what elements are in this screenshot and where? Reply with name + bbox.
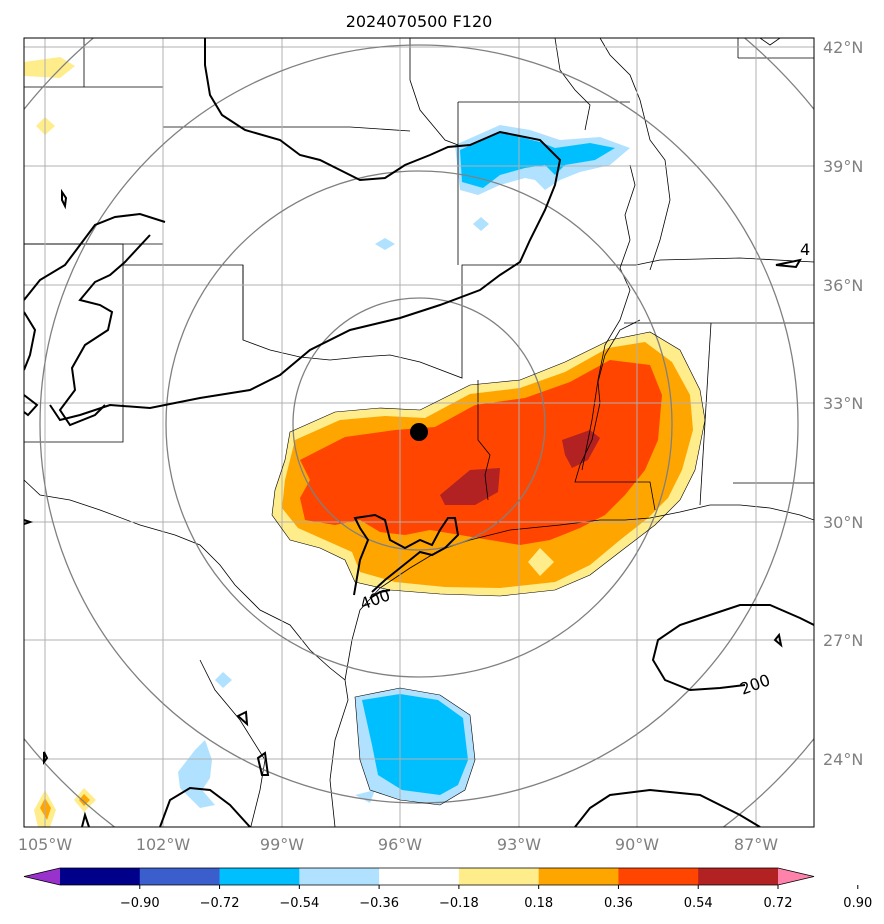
colorbar-segment [458,868,540,885]
colorbar-tick-label: −0.36 [359,896,399,911]
colorbar-tick-label: 0.36 [604,896,633,911]
lat-label: 39°N [823,157,863,176]
lon-label: 90°W [615,835,659,854]
height-contours [24,38,814,827]
colorbar-tick-label: 0.90 [843,896,872,911]
colorbar-extend-max [778,868,814,885]
colorbar-segment [60,868,141,885]
lon-label: 99°W [260,835,304,854]
colorbar-segment [219,868,300,885]
lat-label: 42°N [823,38,863,57]
colorbar-tick-label: 0.72 [764,896,793,911]
lon-label: 102°W [136,835,191,854]
colorbar-segment [379,868,460,885]
colorbar-segment [139,868,221,885]
colorbar-tick-label: −0.72 [200,896,240,911]
lat-label: 33°N [823,394,863,413]
lat-label: 27°N [823,631,863,650]
colorbar-segment [698,868,779,885]
colorbar-extend-min [24,868,60,885]
colorbar-segment [618,868,699,885]
colorbar-tick-label: −0.18 [439,896,479,911]
longitude-labels: 105°W 102°W 99°W 96°W 93°W 90°W 87°W [18,835,778,854]
colorbar-tick-label: −0.54 [279,896,319,911]
lat-lon-grid [24,38,814,827]
colorbar-segment [299,868,380,885]
figure-title: 2024070500 F120 [346,12,493,31]
colorbar: −0.90 −0.72 −0.54 −0.36 −0.18 0.18 0.36 0.54 0.7… [23,867,872,911]
map-frame [23,37,815,828]
lat-label: 30°N [823,513,863,532]
contour-label-4: 4 [800,240,810,259]
colorbar-tick-label: 0.54 [684,896,713,911]
lon-label: 96°W [378,835,422,854]
lon-label: 87°W [734,835,778,854]
center-point-marker [410,423,428,441]
lat-label: 36°N [823,276,863,295]
lon-label: 93°W [497,835,541,854]
colorbar-tick-label: 0.18 [524,896,553,911]
anomaly-outline [271,331,706,806]
colorbar-tick-label: −0.90 [120,896,160,911]
colorbar-segment [538,868,619,885]
lat-label: 24°N [823,750,863,769]
lon-label: 105°W [18,835,73,854]
colorbar-outline [23,867,815,886]
negative-anomaly-field [178,125,630,808]
latitude-labels: 42°N 39°N 36°N 33°N 30°N 27°N 24°N [823,38,863,769]
